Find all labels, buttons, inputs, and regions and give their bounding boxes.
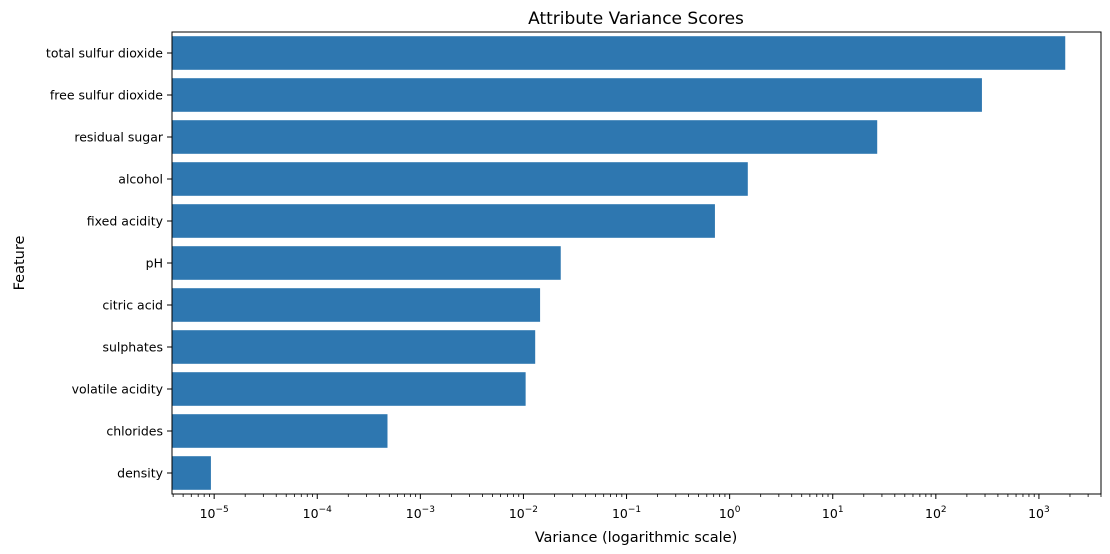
y-tick-label: residual sugar [74,130,164,145]
y-axis-ticks: total sulfur dioxide free sulfur dioxide r… [46,46,172,481]
x-tick-label: 103 [1028,505,1050,521]
y-tick-label: sulphates [102,340,163,355]
bar [172,78,982,112]
bar [172,246,561,280]
x-tick-label: 101 [822,505,844,521]
x-tick-label: 10−5 [200,505,229,521]
bar [172,162,748,196]
bar [172,204,715,238]
y-tick-label: density [117,466,163,481]
x-tick-label: 10−4 [303,505,332,521]
bar [172,456,211,490]
y-tick-label: fixed acidity [87,214,164,229]
bar [172,330,536,364]
bars-group [172,36,1066,490]
y-axis-label: Feature [12,236,28,291]
x-tick-label: 100 [719,505,741,521]
y-tick-label: volatile acidity [72,382,164,397]
y-tick-label: chlorides [106,424,163,439]
x-axis-ticks: 10−5 10−4 10−3 10−2 10−1 100 101 102 103 [172,494,1102,521]
y-tick-label: free sulfur dioxide [50,88,163,103]
y-tick-label: citric acid [102,298,163,313]
bar [172,36,1066,70]
x-tick-label: 10−1 [612,505,641,521]
bar [172,372,526,406]
x-tick-label: 10−2 [509,505,538,521]
chart-title: Attribute Variance Scores [528,9,744,29]
bar [172,288,541,322]
y-tick-label: alcohol [118,172,163,187]
y-tick-label: pH [146,256,163,271]
x-tick-label: 10−3 [406,505,435,521]
x-tick-label: 102 [925,505,947,521]
bar [172,120,878,154]
x-axis-label: Variance (logarithmic scale) [535,530,738,546]
bar [172,414,388,448]
y-tick-label: total sulfur dioxide [46,46,163,61]
